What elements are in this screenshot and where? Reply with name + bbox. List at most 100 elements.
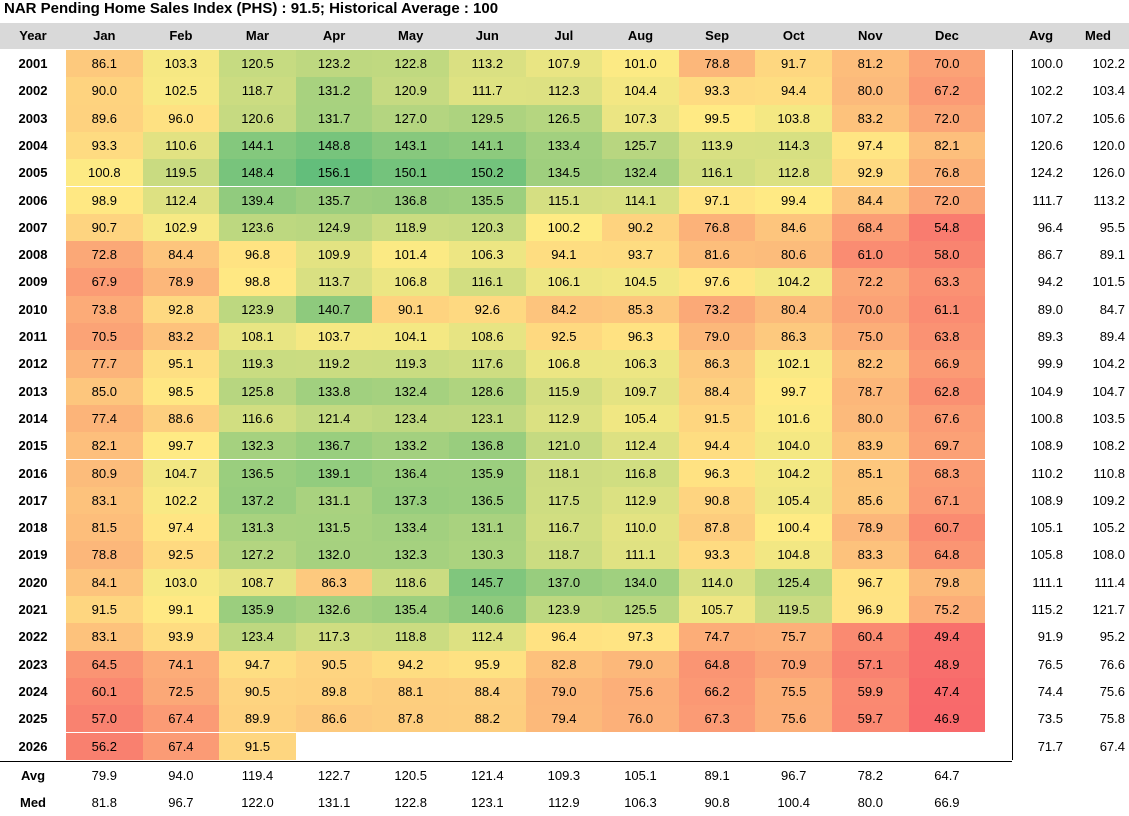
heat-cell-2008-aug: 93.7 bbox=[602, 241, 679, 269]
heat-cell-2006-jan: 98.9 bbox=[66, 186, 143, 214]
heat-cell-2006-mar: 139.4 bbox=[219, 186, 296, 214]
heat-cell-2024-feb: 72.5 bbox=[142, 677, 220, 706]
heat-cell-2010-may: 90.1 bbox=[372, 295, 449, 323]
footer-med-feb: 96.7 bbox=[168, 795, 194, 810]
heat-cell-2003-jun: 129.5 bbox=[449, 104, 526, 132]
heat-cell-2017-jan: 83.1 bbox=[66, 486, 143, 515]
year-label-2019: 2019 bbox=[18, 547, 48, 563]
heat-cell-2001-feb: 103.3 bbox=[142, 50, 220, 78]
heat-cell-2022-aug: 97.3 bbox=[602, 623, 679, 651]
heat-cell-2015-dec: 69.7 bbox=[908, 432, 986, 460]
footer-med-may: 122.8 bbox=[394, 795, 427, 810]
heat-cell-2020-apr: 86.3 bbox=[295, 568, 373, 596]
heat-cell-2018-jul: 116.7 bbox=[525, 514, 603, 542]
heat-cell-2011-may: 104.1 bbox=[372, 323, 449, 351]
heat-cell-2018-sep: 87.8 bbox=[678, 514, 756, 542]
heat-cell-2013-feb: 98.5 bbox=[142, 377, 220, 405]
heat-cell-2014-nov: 80.0 bbox=[832, 404, 909, 433]
heat-cell-2026-feb: 67.4 bbox=[142, 732, 220, 760]
heat-cell-2001-jun: 113.2 bbox=[449, 50, 526, 78]
header-month-nov: Nov bbox=[832, 23, 909, 49]
row-med-2020: 111.4 bbox=[1094, 574, 1125, 590]
year-label-2004: 2004 bbox=[18, 137, 48, 153]
footer-med-nov: 80.0 bbox=[857, 795, 883, 810]
year-label-2015: 2015 bbox=[18, 438, 48, 454]
heat-cell-2016-may: 136.4 bbox=[372, 459, 449, 487]
heat-cell-2001-may: 122.8 bbox=[372, 50, 449, 78]
heat-cell-2014-aug: 105.4 bbox=[602, 404, 679, 433]
heat-cell-2012-jan: 77.7 bbox=[66, 350, 143, 378]
heat-cell-2008-apr: 109.9 bbox=[295, 241, 373, 269]
footer-avg-may: 120.5 bbox=[394, 768, 427, 783]
heat-cell-2007-sep: 76.8 bbox=[678, 213, 756, 242]
heat-cell-2008-sep: 81.6 bbox=[678, 241, 756, 269]
header-month-jun: Jun bbox=[449, 23, 526, 49]
year-label-2005: 2005 bbox=[18, 165, 48, 181]
year-label-2009: 2009 bbox=[18, 274, 48, 290]
heat-cell-2023-jul: 82.8 bbox=[525, 650, 603, 678]
heat-cell-2008-feb: 84.4 bbox=[142, 241, 220, 269]
heat-cell-2012-jun: 117.6 bbox=[449, 350, 526, 378]
year-label-2013: 2013 bbox=[18, 383, 48, 399]
heat-cell-2019-nov: 83.3 bbox=[832, 541, 909, 569]
header-med: Med bbox=[1067, 23, 1129, 49]
heat-cell-2022-mar: 123.4 bbox=[219, 623, 296, 651]
heat-cell-2001-oct: 91.7 bbox=[755, 50, 832, 78]
heat-cell-2007-jul: 100.2 bbox=[525, 213, 603, 242]
heat-cell-2019-may: 132.3 bbox=[372, 541, 449, 569]
heat-cell-2010-apr: 140.7 bbox=[295, 295, 373, 323]
heat-cell-2003-jan: 89.6 bbox=[66, 104, 143, 132]
heat-cell-2026-mar: 91.5 bbox=[219, 732, 296, 760]
heat-cell-2009-sep: 97.6 bbox=[678, 268, 756, 296]
year-label-2016: 2016 bbox=[18, 465, 48, 481]
row-avg-2021: 115.2 bbox=[1031, 602, 1063, 617]
heat-cell-2001-apr: 123.2 bbox=[295, 50, 373, 78]
heat-cell-2014-jul: 112.9 bbox=[525, 404, 603, 433]
heat-cell-2016-jun: 135.9 bbox=[449, 459, 526, 487]
heat-cell-2023-jan: 64.5 bbox=[66, 650, 143, 678]
footer-avg-oct: 96.7 bbox=[781, 768, 807, 783]
heat-cell-2015-oct: 104.0 bbox=[755, 432, 832, 460]
heat-cell-2025-jun: 88.2 bbox=[449, 705, 526, 733]
header-month-may: May bbox=[372, 23, 449, 49]
row-avg-2018: 105.1 bbox=[1030, 520, 1063, 536]
heat-cell-2024-jan: 60.1 bbox=[66, 677, 143, 706]
heat-cell-2005-sep: 116.1 bbox=[678, 159, 756, 187]
heat-cell-2007-dec: 54.8 bbox=[908, 213, 986, 242]
year-label-2001: 2001 bbox=[18, 56, 48, 71]
heat-cell-2009-mar: 98.8 bbox=[219, 268, 296, 296]
heat-cell-2003-may: 127.0 bbox=[372, 104, 449, 132]
heat-cell-2010-oct: 80.4 bbox=[755, 295, 832, 323]
heat-cell-2016-sep: 96.3 bbox=[678, 459, 756, 487]
footer-med-apr: 131.1 bbox=[317, 795, 351, 810]
heat-cell-2018-oct: 100.4 bbox=[755, 514, 832, 542]
heat-cell-2020-aug: 134.0 bbox=[602, 568, 679, 596]
heat-cell-2013-sep: 88.4 bbox=[678, 377, 756, 405]
row-avg-2024: 74.4 bbox=[1037, 683, 1063, 699]
footer-label-avg: Avg bbox=[20, 768, 46, 783]
heat-cell-2004-jan: 93.3 bbox=[66, 131, 143, 160]
heat-cell-2008-nov: 61.0 bbox=[832, 241, 909, 269]
heat-cell-2008-may: 101.4 bbox=[372, 241, 449, 269]
heat-cell-2018-apr: 131.5 bbox=[295, 514, 373, 542]
heat-cell-2016-jan: 80.9 bbox=[66, 459, 143, 487]
year-label-2007: 2007 bbox=[18, 219, 48, 235]
row-avg-2003: 107.2 bbox=[1030, 110, 1063, 126]
row-med-2014: 103.5 bbox=[1092, 410, 1125, 426]
heat-cell-2020-feb: 103.0 bbox=[142, 568, 220, 596]
heat-cell-2004-may: 143.1 bbox=[372, 131, 449, 160]
heat-cell-2006-jul: 115.1 bbox=[525, 186, 603, 214]
heat-cell-2006-feb: 112.4 bbox=[142, 186, 220, 214]
heat-cell-2013-oct: 99.7 bbox=[755, 377, 832, 405]
heat-cell-2011-feb: 83.2 bbox=[142, 323, 220, 351]
row-avg-2006: 111.7 bbox=[1032, 192, 1063, 208]
footer-divider-horizontal bbox=[0, 760, 1012, 762]
heat-cell-2002-feb: 102.5 bbox=[142, 77, 220, 105]
header-month-dec: Dec bbox=[908, 23, 986, 49]
heat-cell-2018-may: 133.4 bbox=[372, 514, 449, 542]
heat-cell-2017-sep: 90.8 bbox=[678, 486, 756, 515]
heat-cell-2025-dec: 46.9 bbox=[908, 705, 986, 733]
heat-cell-2011-jul: 92.5 bbox=[525, 323, 603, 351]
header-month-apr: Apr bbox=[295, 23, 373, 49]
row-avg-2007: 96.4 bbox=[1037, 219, 1063, 235]
